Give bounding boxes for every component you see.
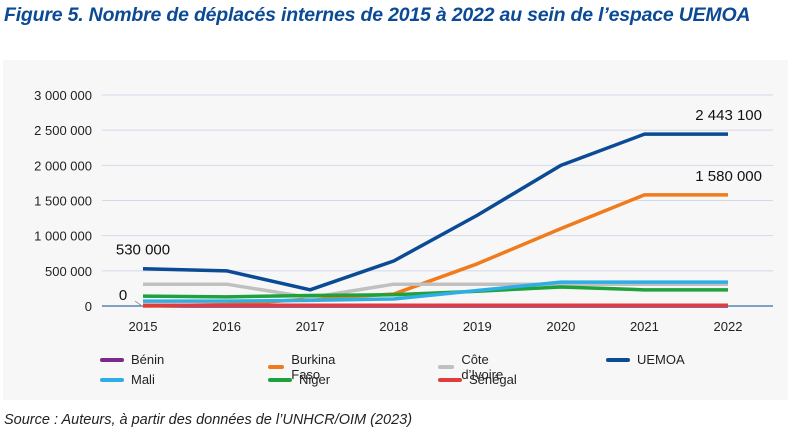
x-tick-label: 2021 <box>630 319 659 334</box>
source-caption: Source : Auteurs, à partir des données d… <box>4 412 413 428</box>
series-lines <box>142 132 728 308</box>
x-tick-label: 2020 <box>546 319 575 334</box>
y-tick-label: 500 000 <box>45 264 92 279</box>
x-tick-label: 2016 <box>212 319 241 334</box>
y-axis-ticks: 0 500 000 1 000 000 1 500 000 2 000 000 2 500… <box>34 88 92 314</box>
legend-item: Mali <box>100 372 155 387</box>
legend-label: Burkina Faso <box>291 352 336 382</box>
legend-label: Mali <box>131 372 155 387</box>
x-tick-label: 2017 <box>296 319 325 334</box>
legend-label: Niger <box>299 372 331 387</box>
legend-label: UEMOA <box>637 352 685 367</box>
x-axis-ticks: 2015 2016 2017 2018 2019 2020 2021 2022 <box>129 319 743 334</box>
y-tick-label: 1 000 000 <box>34 229 92 244</box>
legend-item: Sénégal <box>438 372 517 387</box>
figure-title: Figure 5. Nombre de déplacés internes de… <box>4 4 751 26</box>
chart-panel <box>3 60 788 400</box>
x-tick-label: 2019 <box>463 319 492 334</box>
legend-item: Bénin <box>100 352 164 367</box>
series-line-uemoa <box>142 132 728 292</box>
legend-label: Sénégal <box>469 372 517 387</box>
series-line-mali <box>143 280 728 303</box>
legend-label: Bénin <box>131 352 165 367</box>
x-tick-label: 2022 <box>714 319 743 334</box>
data-label: 1 580 000 <box>695 168 762 185</box>
legend-item: Niger <box>268 372 330 387</box>
legend-item: Côte d’Ivoire <box>438 352 511 382</box>
y-tick-label: 2 500 000 <box>34 123 92 138</box>
y-tick-label: 2 000 000 <box>34 158 92 173</box>
y-tick-label: 0 <box>85 299 92 314</box>
data-label: 0 <box>119 287 127 304</box>
series-line-c-te-d-ivoire <box>143 282 728 300</box>
legend-swatch <box>606 357 630 362</box>
x-tick-label: 2018 <box>379 319 408 334</box>
legend-label: Côte d’Ivoire <box>461 352 504 382</box>
data-label: 530 000 <box>116 242 170 259</box>
gridlines <box>102 94 773 307</box>
legend-swatch <box>100 357 124 362</box>
x-tick-label: 2015 <box>129 319 158 334</box>
legend-swatch <box>268 377 292 382</box>
legend-swatch <box>100 377 124 382</box>
legend-swatch <box>268 365 285 369</box>
legend-item: UEMOA <box>606 352 685 367</box>
data-label: 2 443 100 <box>695 107 762 124</box>
y-tick-label: 1 500 000 <box>34 194 92 209</box>
annotation-leader <box>134 300 143 307</box>
legend-item: Burkina Faso <box>268 352 343 382</box>
annotations: 530 000 0 2 443 100 1 580 000 <box>116 107 762 307</box>
y-tick-label: 3 000 000 <box>34 88 92 103</box>
legend-swatch <box>438 377 462 382</box>
legend-swatch <box>438 365 455 369</box>
